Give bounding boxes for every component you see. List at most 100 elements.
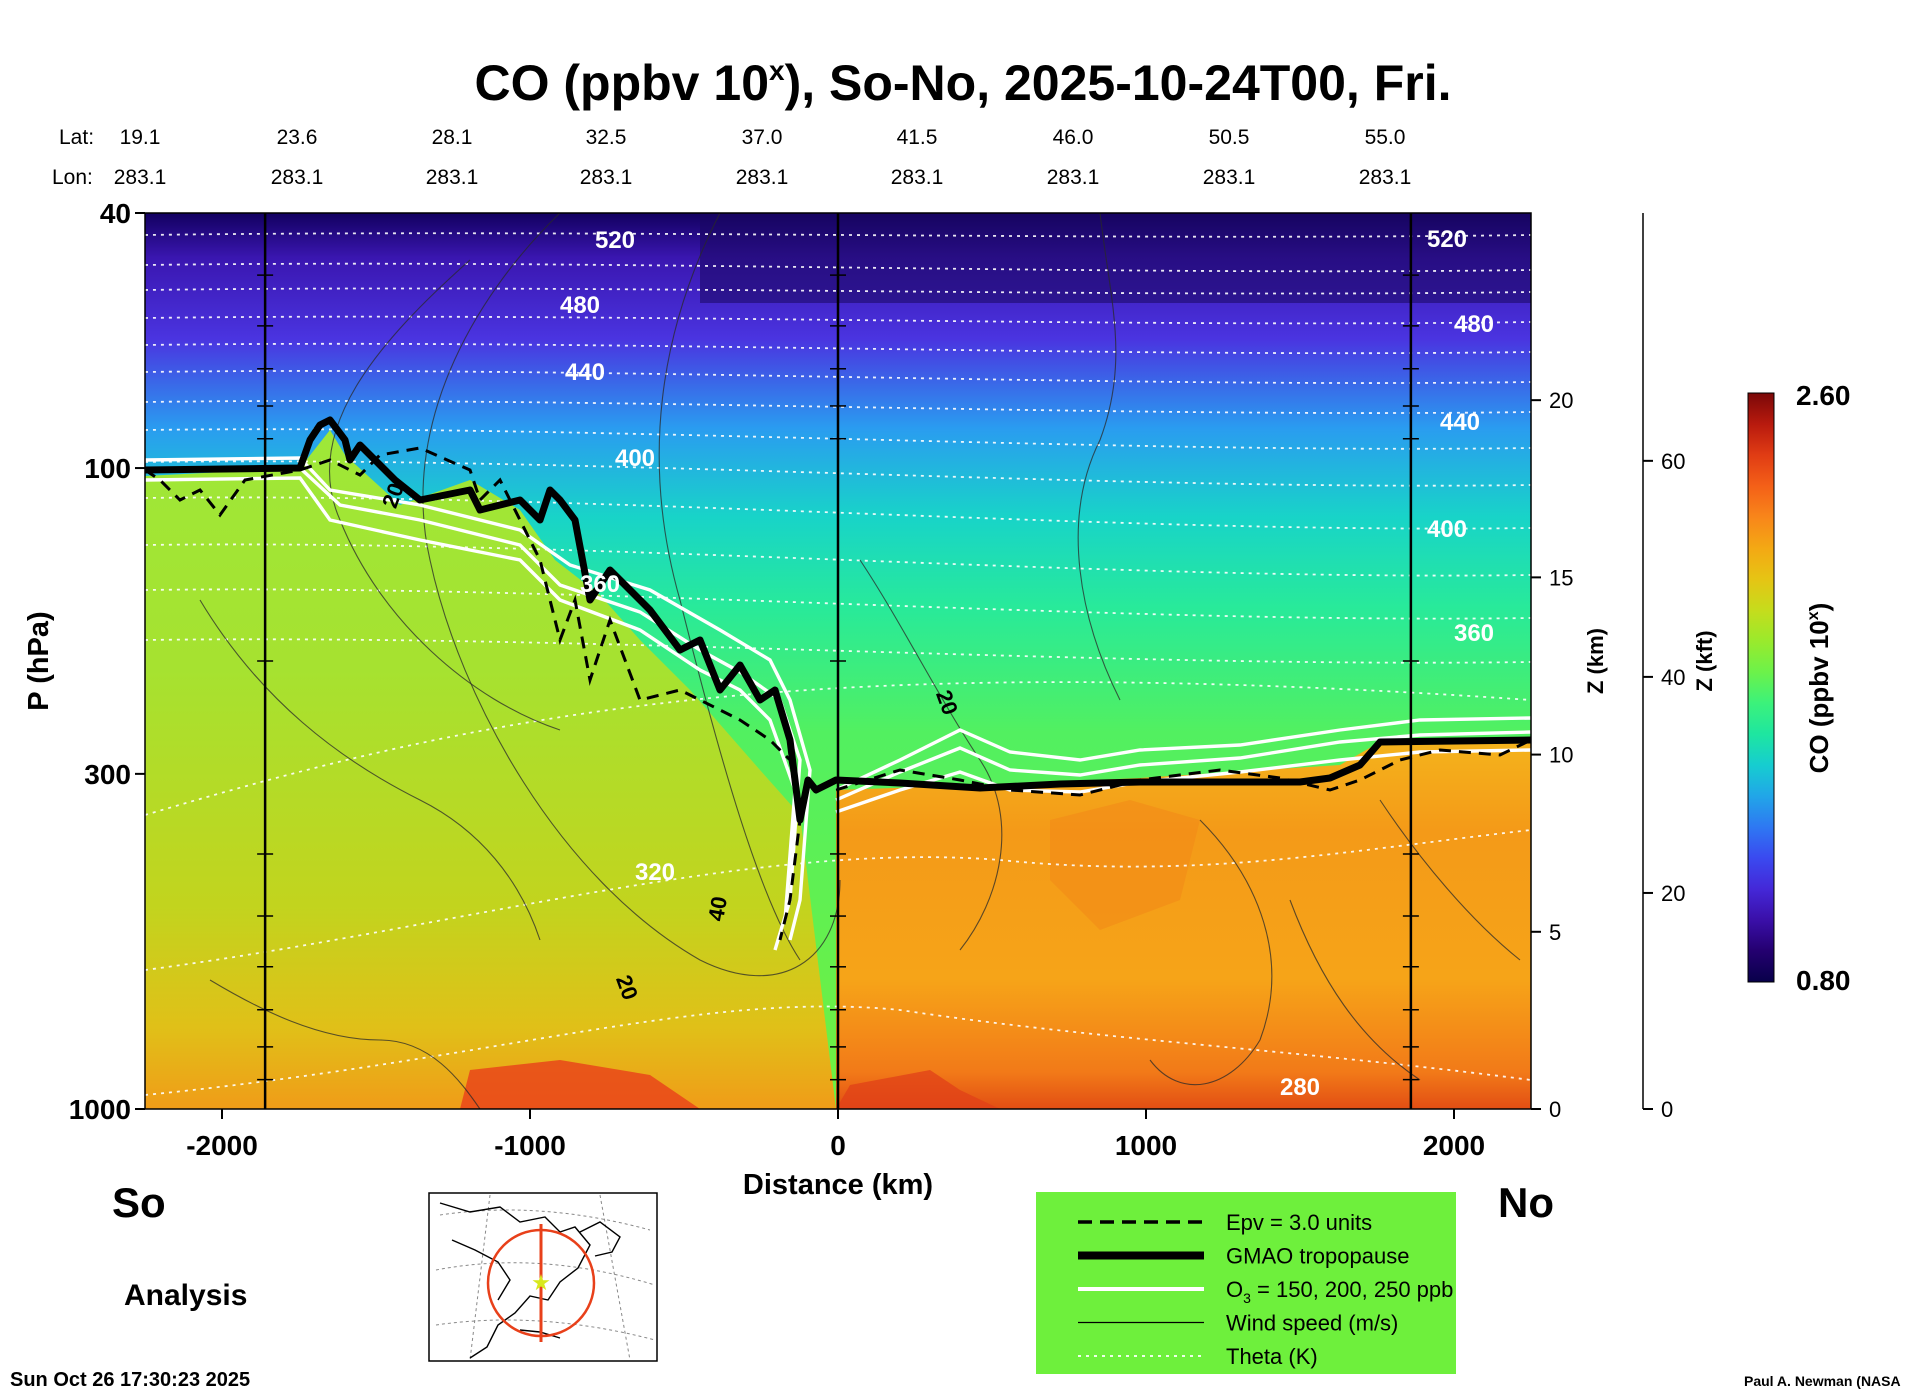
analysis-label: Analysis bbox=[124, 1279, 247, 1312]
wind-contour bbox=[859, 559, 1003, 951]
theta-labels: 520 480 440 400 360 320 520 480 440 400 360 280 bbox=[560, 226, 1494, 1101]
inset-center-star: ★ bbox=[531, 1270, 551, 1295]
colorbar: 2.60 0.80 CO (ppbv 10x) bbox=[1747, 380, 1851, 996]
p-tick-label: 40 bbox=[100, 198, 131, 229]
wind-contour bbox=[199, 599, 541, 941]
wind-contour bbox=[329, 259, 561, 731]
legend-label: O3 = 150, 200, 250 ppb bbox=[1226, 1277, 1453, 1306]
boundary-red-patch-2 bbox=[836, 1070, 1000, 1109]
lat-value: 37.0 bbox=[742, 126, 783, 149]
pressure-axis: 40 100 300 1000 bbox=[69, 198, 1419, 1125]
x-tick-label: 1000 bbox=[1115, 1130, 1177, 1161]
lat-lon-header: 19.1 23.6 28.1 32.5 37.0 41.5 46.0 50.5 55.0 283.… bbox=[114, 126, 1412, 189]
lon-value: 283.1 bbox=[736, 166, 789, 189]
south-end-label: So bbox=[112, 1179, 166, 1226]
lon-value: 283.1 bbox=[891, 166, 944, 189]
theta-label: 360 bbox=[1454, 620, 1494, 647]
x-tick-label: 2000 bbox=[1423, 1130, 1485, 1161]
zkm-tick-label: 10 bbox=[1549, 743, 1573, 768]
theta-line bbox=[145, 1005, 1531, 1096]
colorbar-ramp bbox=[1747, 392, 1775, 983]
ozone-contour bbox=[145, 456, 812, 941]
wind-contour bbox=[1289, 899, 1421, 1081]
left-troposphere-field bbox=[145, 430, 836, 1109]
lat-value: 32.5 bbox=[586, 126, 627, 149]
lat-value: 19.1 bbox=[120, 126, 161, 149]
p-tick-label: 300 bbox=[84, 759, 131, 790]
theta-label: 480 bbox=[1454, 311, 1494, 338]
legend-label: Wind speed (m/s) bbox=[1226, 1311, 1398, 1336]
tropopause-line bbox=[145, 416, 1531, 824]
z-kft-axis-label: Z (kft) bbox=[1692, 630, 1717, 691]
wind-contour bbox=[422, 213, 841, 977]
boundary-red-patch bbox=[460, 1060, 700, 1109]
lon-value: 283.1 bbox=[580, 166, 633, 189]
colorbar-min: 0.80 bbox=[1796, 965, 1851, 996]
ozone-contour bbox=[835, 716, 1531, 792]
zkm-tick-label: 20 bbox=[1549, 388, 1573, 413]
y-axis-label: P (hPa) bbox=[23, 611, 55, 710]
theta-label: 320 bbox=[635, 859, 675, 886]
stratosphere-cap bbox=[700, 213, 1531, 303]
lat-value: 41.5 bbox=[897, 126, 938, 149]
ozone-contour bbox=[145, 466, 802, 951]
lat-header-label: Lat: bbox=[59, 126, 94, 149]
wind-contour bbox=[658, 213, 801, 961]
colorbar-label: CO (ppbv 10x) bbox=[1804, 603, 1834, 774]
theta-label: 520 bbox=[595, 227, 635, 254]
lat-value: 55.0 bbox=[1365, 126, 1406, 149]
legend-label: GMAO tropopause bbox=[1226, 1244, 1409, 1269]
zkft-tick-label: 20 bbox=[1661, 881, 1685, 906]
lon-header-label: Lon: bbox=[52, 166, 93, 189]
x-tick-label: 0 bbox=[830, 1130, 846, 1161]
ozone-contour bbox=[145, 476, 797, 921]
north-end-label: No bbox=[1498, 1179, 1554, 1226]
wind-label: 40 bbox=[703, 894, 732, 922]
theta-label: 400 bbox=[615, 445, 655, 472]
theta-label: 400 bbox=[1427, 516, 1467, 543]
colorbar-max: 2.60 bbox=[1796, 380, 1851, 411]
theta-label: 520 bbox=[1427, 226, 1467, 253]
lat-value: 23.6 bbox=[277, 126, 318, 149]
theta-label: 360 bbox=[580, 571, 620, 598]
p-tick-label: 1000 bbox=[69, 1094, 131, 1125]
z-kft-axis: 0 20 40 60 bbox=[1642, 213, 1685, 1122]
lat-value: 50.5 bbox=[1209, 126, 1250, 149]
lon-value: 283.1 bbox=[114, 166, 167, 189]
epv-line bbox=[145, 446, 1531, 941]
wind-contour bbox=[1149, 819, 1273, 1086]
right-troposphere-field bbox=[836, 738, 1531, 1109]
zkft-tick-label: 40 bbox=[1661, 665, 1685, 690]
zkm-tick-label: 0 bbox=[1549, 1097, 1561, 1122]
legend-label: Theta (K) bbox=[1226, 1344, 1318, 1369]
theta-line bbox=[145, 681, 1531, 816]
legend-label: Epv = 3.0 units bbox=[1226, 1210, 1372, 1235]
lon-value: 283.1 bbox=[426, 166, 479, 189]
theta-label: 440 bbox=[565, 359, 605, 386]
mid-orange-patch bbox=[1050, 800, 1200, 930]
gmao-tropopause-line bbox=[145, 416, 1531, 824]
theta-isentropes bbox=[145, 232, 1531, 1096]
lat-value: 46.0 bbox=[1053, 126, 1094, 149]
theta-label: 480 bbox=[560, 292, 600, 319]
theta-label: 280 bbox=[1280, 1074, 1320, 1101]
p-tick-label: 100 bbox=[84, 453, 131, 484]
lon-value: 283.1 bbox=[1359, 166, 1412, 189]
timestamp: Sun Oct 26 17:30:23 2025 bbox=[10, 1369, 250, 1391]
theta-line bbox=[145, 829, 1531, 971]
north-america-coastline bbox=[439, 1202, 621, 1359]
epv-dashed-line bbox=[145, 446, 1531, 941]
x-tick-label: -1000 bbox=[494, 1130, 566, 1161]
zkm-tick-label: 15 bbox=[1549, 565, 1573, 590]
chart-title: CO (ppbv 10x), So-No, 2025-10-24T00, Fri… bbox=[475, 55, 1452, 111]
z-km-axis-label: Z (km) bbox=[1583, 628, 1608, 694]
wind-contour bbox=[1077, 213, 1121, 701]
wind-speed-contours bbox=[199, 213, 1521, 1109]
lon-value: 283.1 bbox=[271, 166, 324, 189]
author-credit: Paul A. Newman (NASA bbox=[1744, 1373, 1901, 1389]
lon-value: 283.1 bbox=[1047, 166, 1100, 189]
z-km-axis: 0 5 10 15 20 bbox=[1531, 388, 1573, 1122]
lon-value: 283.1 bbox=[1203, 166, 1256, 189]
zkft-tick-label: 0 bbox=[1661, 1097, 1673, 1122]
